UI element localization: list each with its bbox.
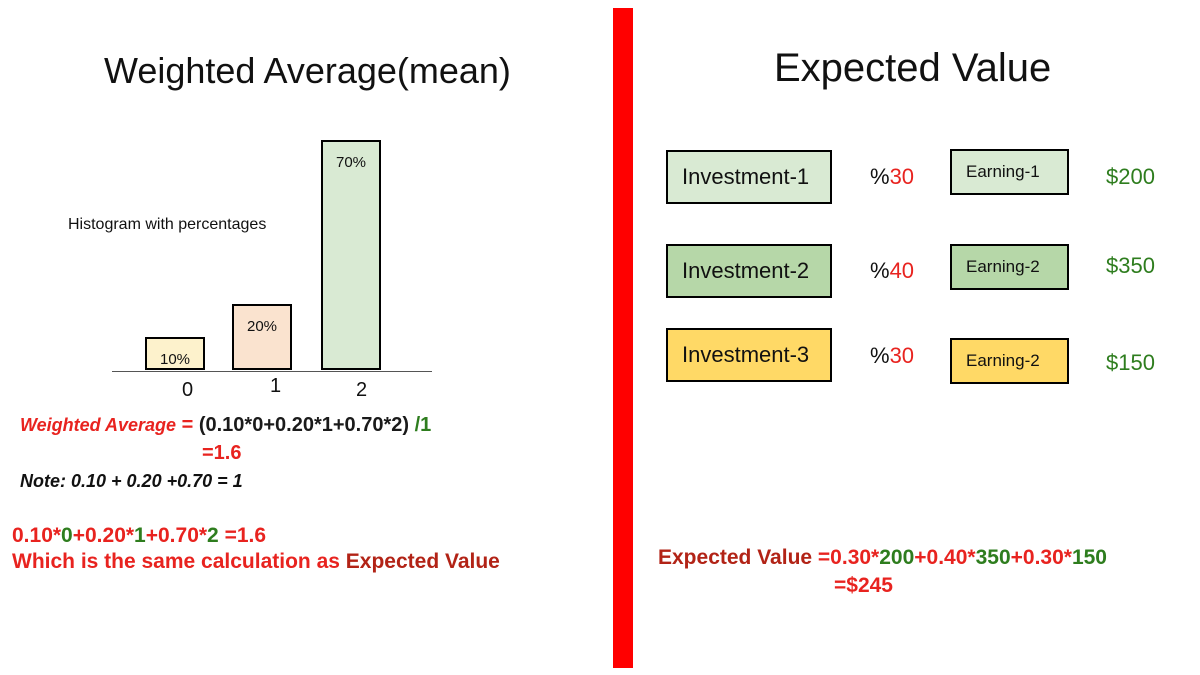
earning-2-amount: $350 bbox=[1106, 253, 1155, 278]
calc-result: =1.6 bbox=[218, 524, 267, 547]
expected-value-formula: Expected Value =0.30*200+0.40*350+0.30*1… bbox=[658, 546, 1107, 570]
weighted-average-formula: Weighted Average = (0.10*0+0.20*1+0.70*2… bbox=[20, 414, 431, 437]
formula-result: =1.6 bbox=[202, 442, 242, 464]
weighted-average-title: Weighted Average(mean) bbox=[104, 50, 511, 91]
bar-value-label: 20% bbox=[246, 318, 278, 336]
expected-value-result: =$245 bbox=[834, 574, 893, 597]
calc-value: 1 bbox=[134, 524, 146, 547]
histogram-bar: 10% bbox=[145, 337, 205, 370]
investment-2-box: Investment-2 bbox=[666, 244, 832, 298]
investment-3-box: Investment-3 bbox=[666, 328, 832, 382]
formula-eq: = bbox=[176, 414, 199, 436]
earning-label: Earning-1 bbox=[966, 162, 1040, 181]
investment-1-box: Investment-1 bbox=[666, 150, 832, 204]
calc-value: 0 bbox=[61, 524, 73, 547]
ev-term: +0.30* bbox=[1010, 546, 1072, 569]
ev-value: 350 bbox=[975, 546, 1011, 569]
red-divider bbox=[613, 8, 633, 668]
note-text: Note: 0.10 + 0.20 +0.70 = 1 bbox=[20, 471, 243, 491]
earning-label: Earning-2 bbox=[966, 351, 1040, 370]
investment-1-percent: %30 bbox=[870, 164, 914, 190]
formula-expression: (0.10*0+0.20*1+0.70*2) bbox=[198, 414, 410, 436]
calc-term: +0.20* bbox=[72, 524, 135, 547]
histogram-bar: 70% bbox=[321, 140, 381, 370]
ev-label: Expected Value bbox=[658, 546, 818, 569]
histogram-bar: 20% bbox=[232, 304, 292, 370]
earning-3-box: Earning-2 bbox=[950, 338, 1069, 384]
x-tick-label: 0 bbox=[182, 379, 194, 401]
investment-2-percent: %40 bbox=[870, 258, 914, 284]
percent-value: 30 bbox=[889, 343, 915, 368]
percent-sign: % bbox=[870, 343, 890, 368]
earning-1-amount: $200 bbox=[1106, 164, 1155, 189]
percent-value: 30 bbox=[889, 164, 915, 189]
x-tick-label: 1 bbox=[270, 375, 282, 397]
ev-term: +0.40* bbox=[914, 546, 976, 569]
ev-value: 200 bbox=[879, 546, 915, 569]
calc-value: 2 bbox=[207, 524, 219, 547]
calc-term: +0.70* bbox=[145, 524, 208, 547]
same-calculation-text: Which is the same calculation as Expecte… bbox=[12, 550, 500, 574]
earning-3-amount: $150 bbox=[1106, 350, 1155, 375]
percent-sign: % bbox=[870, 258, 890, 283]
ev-term: =0.30* bbox=[817, 546, 880, 569]
investment-label: Investment-2 bbox=[682, 258, 810, 283]
calc-term: 0.10* bbox=[12, 524, 62, 547]
expected-value-title: Expected Value bbox=[774, 46, 1052, 90]
earning-1-box: Earning-1 bbox=[950, 149, 1069, 195]
x-tick-label: 2 bbox=[356, 379, 368, 401]
x-axis-line bbox=[112, 371, 432, 372]
percent-sign: % bbox=[870, 164, 890, 189]
bar-value-label: 70% bbox=[335, 154, 367, 171]
histogram-label: Histogram with percentages bbox=[68, 216, 267, 233]
formula-label: Weighted Average bbox=[20, 415, 177, 435]
earning-2-box: Earning-2 bbox=[950, 244, 1069, 290]
ev-value: 150 bbox=[1071, 546, 1107, 569]
investment-3-percent: %30 bbox=[870, 343, 914, 369]
bar-value-label: 10% bbox=[159, 351, 191, 369]
same-text: Which is the same calculation as bbox=[12, 550, 346, 573]
same-expected-value: Expected Value bbox=[345, 550, 500, 573]
formula-divisor: /1 bbox=[409, 414, 432, 436]
investment-label: Investment-3 bbox=[682, 342, 810, 367]
percent-value: 40 bbox=[889, 258, 915, 283]
investment-label: Investment-1 bbox=[682, 164, 810, 189]
earning-label: Earning-2 bbox=[966, 257, 1040, 276]
calculation-line: 0.10*0+0.20*1+0.70*2 =1.6 bbox=[12, 524, 266, 548]
